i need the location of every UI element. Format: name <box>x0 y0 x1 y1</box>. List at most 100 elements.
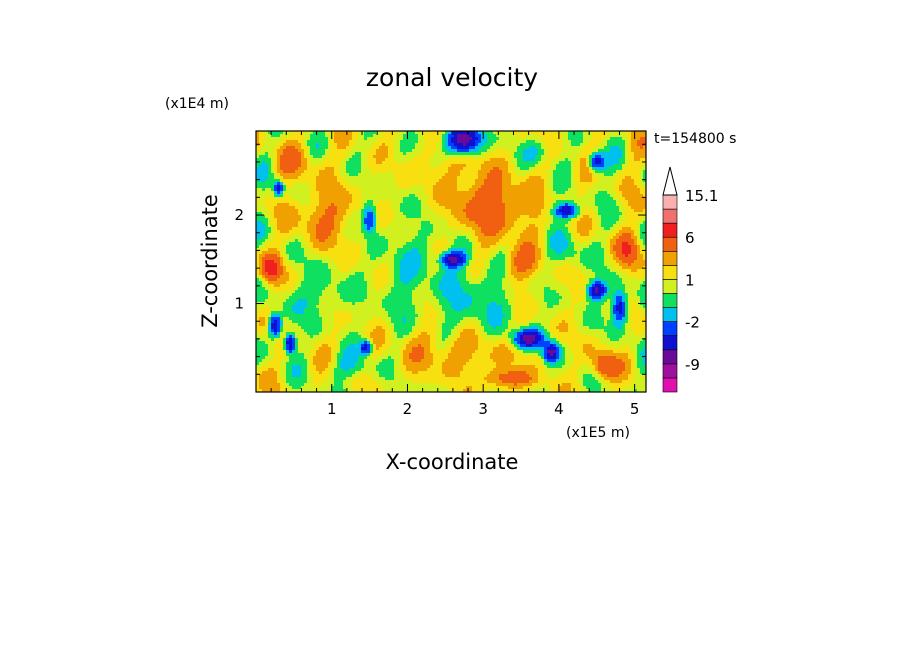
field-cell <box>409 143 413 147</box>
field-cell <box>574 149 578 153</box>
field-cell <box>337 233 341 237</box>
field-cell <box>277 143 281 147</box>
field-cell <box>541 194 545 198</box>
field-cell <box>505 221 509 225</box>
field-cell <box>400 215 404 219</box>
field-cell <box>478 140 482 144</box>
field-cell <box>514 149 518 153</box>
field-cell <box>298 188 302 192</box>
field-cell <box>259 200 263 204</box>
field-cell <box>487 242 491 246</box>
field-cell <box>541 173 545 177</box>
field-cell <box>427 230 431 234</box>
field-cell <box>586 158 590 162</box>
field-cell <box>349 221 353 225</box>
field-cell <box>502 203 506 207</box>
field-cell <box>361 197 365 201</box>
field-cell <box>511 167 515 171</box>
field-cell <box>463 131 467 135</box>
field-cell <box>346 224 350 228</box>
field-cell <box>340 230 344 234</box>
field-cell <box>388 215 392 219</box>
field-cell <box>604 185 608 189</box>
field-cell <box>397 185 401 189</box>
field-cell <box>346 158 350 162</box>
field-cell <box>547 218 551 222</box>
field-cell <box>307 137 311 141</box>
field-cell <box>277 146 281 150</box>
field-cell <box>280 179 284 183</box>
field-cell <box>511 188 515 192</box>
field-cell <box>286 215 290 219</box>
field-cell <box>373 182 377 186</box>
field-cell <box>337 149 341 153</box>
field-cell <box>397 149 401 153</box>
field-cell <box>292 137 296 141</box>
field-cell <box>523 206 527 210</box>
field-cell <box>373 242 377 246</box>
field-cell <box>388 143 392 147</box>
field-cell <box>574 236 578 240</box>
field-cell <box>433 167 437 171</box>
field-cell <box>394 149 398 153</box>
field-cell <box>430 137 434 141</box>
field-cell <box>571 164 575 168</box>
field-cell <box>289 197 293 201</box>
field-cell <box>265 203 269 207</box>
field-cell <box>337 245 341 249</box>
field-cell <box>430 209 434 213</box>
field-cell <box>532 236 536 240</box>
field-cell <box>358 197 362 201</box>
field-cell <box>589 137 593 141</box>
field-cell <box>388 233 392 237</box>
field-cell <box>523 176 527 180</box>
field-cell <box>604 176 608 180</box>
field-cell <box>553 200 557 204</box>
field-cell <box>562 200 566 204</box>
field-cell <box>271 137 275 141</box>
field-cell <box>526 197 530 201</box>
field-cell <box>349 179 353 183</box>
field-cell <box>460 236 464 240</box>
field-cell <box>553 182 557 186</box>
field-cell <box>538 206 542 210</box>
field-cell <box>301 134 305 138</box>
field-cell <box>271 164 275 168</box>
field-cell <box>580 221 584 225</box>
field-cell <box>643 137 647 141</box>
field-cell <box>478 224 482 228</box>
field-cell <box>343 188 347 192</box>
field-cell <box>631 215 635 219</box>
field-cell <box>412 227 416 231</box>
field-cell <box>496 197 500 201</box>
field-cell <box>622 206 626 210</box>
field-cell <box>532 140 536 144</box>
field-cell <box>364 161 368 165</box>
field-cell <box>619 185 623 189</box>
field-cell <box>535 137 539 141</box>
field-cell <box>577 149 581 153</box>
field-cell <box>607 134 611 138</box>
field-cell <box>415 206 419 210</box>
field-cell <box>373 209 377 213</box>
field-cell <box>295 230 299 234</box>
field-cell <box>499 206 503 210</box>
field-cell <box>424 164 428 168</box>
field-cell <box>601 134 605 138</box>
field-cell <box>526 167 530 171</box>
field-cell <box>325 182 329 186</box>
field-cell <box>562 179 566 183</box>
field-cell <box>385 191 389 195</box>
field-cell <box>433 158 437 162</box>
field-cell <box>406 170 410 174</box>
field-cell <box>349 161 353 165</box>
field-cell <box>451 167 455 171</box>
field-cell <box>313 227 317 231</box>
field-cell <box>622 155 626 159</box>
field-cell <box>643 227 647 231</box>
field-cell <box>271 197 275 201</box>
field-cell <box>442 176 446 180</box>
field-cell <box>328 236 332 240</box>
field-cell <box>589 233 593 237</box>
field-cell <box>346 179 350 183</box>
